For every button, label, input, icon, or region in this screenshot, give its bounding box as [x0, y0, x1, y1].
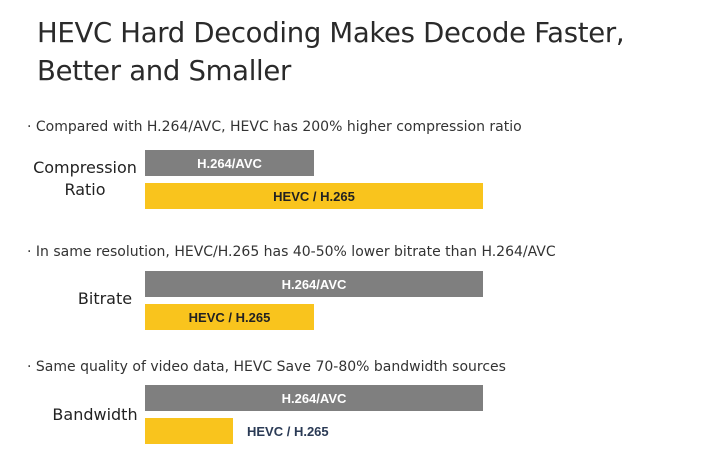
metric-label-bitrate: Bitrate [60, 288, 150, 310]
metric-label-bitrate-line1: Bitrate [77, 289, 133, 308]
metric-label-compression-line2: Ratio [64, 180, 106, 199]
bar-compression-hevc: HEVC / H.265 [145, 183, 483, 209]
metric-label-compression: Compression Ratio [33, 157, 137, 201]
note-compression: · Compared with H.264/AVC, HEVC has 200%… [27, 119, 522, 135]
note-bandwidth: · Same quality of video data, HEVC Save … [27, 359, 506, 375]
metric-label-compression-line1: Compression [33, 158, 137, 177]
title-line-2: Better and Smaller [37, 55, 291, 87]
bar-compression-h264: H.264/AVC [145, 150, 314, 176]
bar-label-compression-hevc: HEVC / H.265 [273, 188, 355, 204]
title-line-1: HEVC Hard Decoding Makes Decode Faster, [37, 17, 625, 49]
note-bitrate: · In same resolution, HEVC/H.265 has 40-… [27, 244, 556, 260]
bar-label-bandwidth-h264: H.264/AVC [281, 390, 347, 406]
metric-label-bandwidth-line1: Bandwidth [52, 405, 138, 424]
metric-label-bandwidth: Bandwidth [40, 404, 150, 426]
chart-title: HEVC Hard Decoding Makes Decode Faster, … [37, 14, 707, 90]
bar-bandwidth-hevc: HEVC / H.265 [145, 418, 329, 444]
bar-bitrate-h264: H.264/AVC [145, 271, 483, 297]
bar-label-compression-h264: H.264/AVC [197, 155, 262, 171]
bar-bandwidth-h264: H.264/AVC [145, 385, 483, 411]
bar-label-bitrate-hevc: HEVC / H.265 [188, 309, 271, 325]
bar-label-bandwidth-hevc: HEVC / H.265 [247, 423, 329, 439]
bar-bitrate-hevc: HEVC / H.265 [145, 304, 314, 330]
bar-label-bitrate-h264: H.264/AVC [281, 276, 347, 292]
